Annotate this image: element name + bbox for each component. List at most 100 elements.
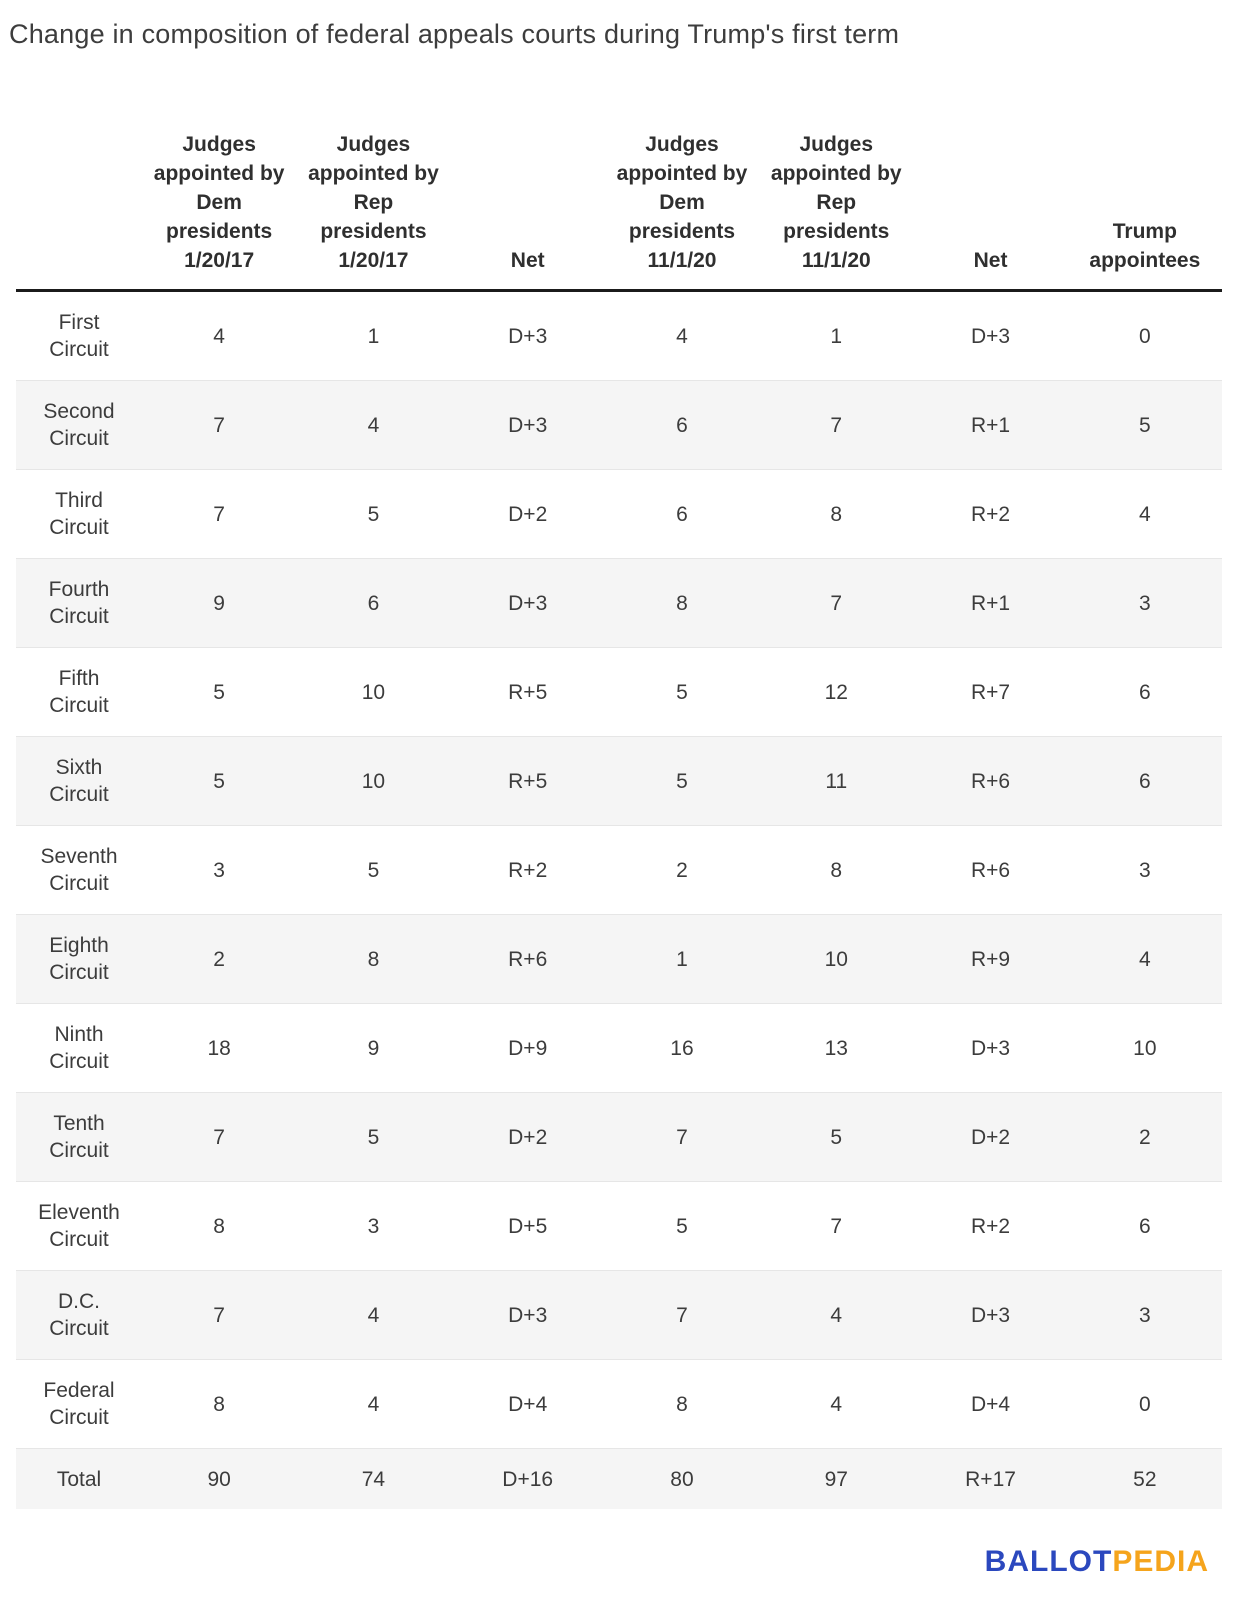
- cell-value: 9: [213, 591, 225, 615]
- row-label-text: Tenth Circuit: [49, 1112, 109, 1162]
- cell-value: 10: [824, 947, 848, 971]
- cell-value: D+2: [970, 1125, 1011, 1149]
- logo-text-ballot: BALLOT: [984, 1545, 1113, 1578]
- row-label-text: Ninth Circuit: [49, 1023, 109, 1073]
- cell-value: D+2: [508, 1125, 548, 1149]
- cell-value: 3: [1139, 1303, 1151, 1327]
- row-label: Fourth Circuit: [16, 559, 142, 648]
- row-label-text: Third Circuit: [49, 489, 109, 539]
- cell-value: 7: [676, 1125, 688, 1149]
- cell-value: 5: [676, 1214, 688, 1238]
- cell-value: D+3: [508, 324, 548, 348]
- row-label-text: D.C. Circuit: [49, 1290, 109, 1340]
- table-row: D.C. Circuit 7 4 D+3 7 4 D+3 3: [16, 1270, 1222, 1360]
- cell-value: 2: [1139, 1125, 1151, 1149]
- cell-value: 8: [367, 947, 380, 971]
- cell-value: 12: [824, 680, 848, 704]
- cell-value: 4: [830, 1392, 843, 1416]
- cell-value: 5: [367, 502, 380, 526]
- cell-value: R+5: [508, 769, 548, 793]
- cell-value: 5: [676, 680, 688, 704]
- row-label: Federal Circuit: [16, 1360, 142, 1449]
- logo-text-pedia: PEDIA: [1112, 1545, 1209, 1578]
- cell-value: 5: [676, 769, 688, 793]
- cell-value: 3: [213, 858, 225, 882]
- cell-value: D+16: [502, 1467, 554, 1491]
- table-row: Third Circuit 7 5 D+2 6 8 R+2 4: [16, 469, 1222, 559]
- cell-value: 4: [367, 1392, 380, 1416]
- cell-value: 5: [213, 769, 225, 793]
- cell-value: 4: [1139, 947, 1151, 971]
- cell-value: 6: [367, 591, 380, 615]
- cell-value: 5: [830, 1125, 843, 1149]
- cell-value: 11: [825, 769, 848, 793]
- cell-value: 7: [213, 502, 225, 526]
- cell-value: 8: [830, 502, 843, 526]
- total-row: Total 90 74 D+16 80 97 R+17 52: [16, 1448, 1222, 1509]
- cell-value: D+3: [970, 324, 1011, 348]
- cell-value: 16: [670, 1036, 694, 1060]
- cell-value: 8: [676, 591, 688, 615]
- row-label: Second Circuit: [16, 381, 142, 470]
- cell-value: 3: [367, 1214, 380, 1238]
- row-label: Third Circuit: [16, 470, 142, 559]
- composition-table: Judges appointed by Dem presidents 1/20/…: [16, 130, 1222, 1509]
- row-label: First Circuit: [16, 291, 142, 381]
- cell-value: 5: [367, 858, 380, 882]
- cell-value: 52: [1133, 1467, 1157, 1491]
- cell-value: 6: [676, 502, 688, 526]
- row-label: Eleventh Circuit: [16, 1182, 142, 1271]
- cell-value: 1: [830, 324, 843, 348]
- cell-value: D+2: [508, 502, 548, 526]
- cell-value: 6: [1139, 680, 1151, 704]
- cell-value: 74: [361, 1467, 386, 1491]
- row-label: Sixth Circuit: [16, 737, 142, 826]
- cell-value: 1: [367, 324, 380, 348]
- cell-value: R+1: [970, 591, 1011, 615]
- cell-value: 4: [367, 1303, 380, 1327]
- table-row: Sixth Circuit 5 10 R+5 5 11 R+6 6: [16, 736, 1222, 826]
- column-header: Trump appointees: [1089, 220, 1201, 272]
- table-row: Ninth Circuit 18 9 D+9 16 13 D+3 10: [16, 1003, 1222, 1093]
- cell-value: 9: [367, 1036, 380, 1060]
- cell-value: 7: [213, 413, 225, 437]
- footer: BALLOTPEDIA: [0, 1509, 1237, 1579]
- row-label: Seventh Circuit: [16, 826, 142, 915]
- cell-value: D+3: [508, 591, 548, 615]
- table-row: Eleventh Circuit 8 3 D+5 5 7 R+2 6: [16, 1181, 1222, 1271]
- cell-value: R+6: [970, 858, 1011, 882]
- row-label-text: Eighth Circuit: [49, 934, 109, 984]
- cell-value: 8: [830, 858, 843, 882]
- column-header: Judges appointed by Dem presidents 1/20/…: [153, 133, 285, 272]
- table-row: First Circuit 4 1 D+3 4 1 D+3 0: [16, 291, 1222, 381]
- table-row: Fifth Circuit 5 10 R+5 5 12 R+7 6: [16, 647, 1222, 737]
- row-label-text: Second Circuit: [43, 400, 115, 450]
- table-row: Tenth Circuit 7 5 D+2 7 5 D+2 2: [16, 1092, 1222, 1182]
- cell-value: 97: [824, 1467, 848, 1491]
- column-header: Net: [973, 249, 1008, 272]
- corner-header: [16, 130, 142, 291]
- cell-value: D+3: [508, 1303, 548, 1327]
- column-header: Net: [510, 249, 545, 272]
- cell-value: 7: [830, 1214, 843, 1238]
- cell-value: 6: [676, 413, 688, 437]
- cell-value: R+1: [970, 413, 1011, 437]
- cell-value: D+3: [970, 1303, 1011, 1327]
- cell-value: R+6: [508, 947, 548, 971]
- row-label: Eighth Circuit: [16, 915, 142, 1004]
- cell-value: 8: [213, 1392, 225, 1416]
- cell-value: 10: [361, 680, 386, 704]
- row-label: D.C. Circuit: [16, 1271, 142, 1360]
- row-label-text: Total: [56, 1467, 102, 1491]
- cell-value: 4: [830, 1303, 843, 1327]
- cell-value: 4: [676, 324, 688, 348]
- cell-value: 7: [676, 1303, 688, 1327]
- cell-value: R+6: [970, 769, 1011, 793]
- cell-value: 7: [213, 1303, 225, 1327]
- cell-value: 3: [1139, 858, 1151, 882]
- table-body: First Circuit 4 1 D+3 4 1 D+3 0 Second Circuit 7 4…: [16, 291, 1222, 1509]
- table-row: Federal Circuit 8 4 D+4 8 4 D+4 0: [16, 1359, 1222, 1449]
- cell-value: 7: [213, 1125, 225, 1149]
- cell-value: D+4: [970, 1392, 1011, 1416]
